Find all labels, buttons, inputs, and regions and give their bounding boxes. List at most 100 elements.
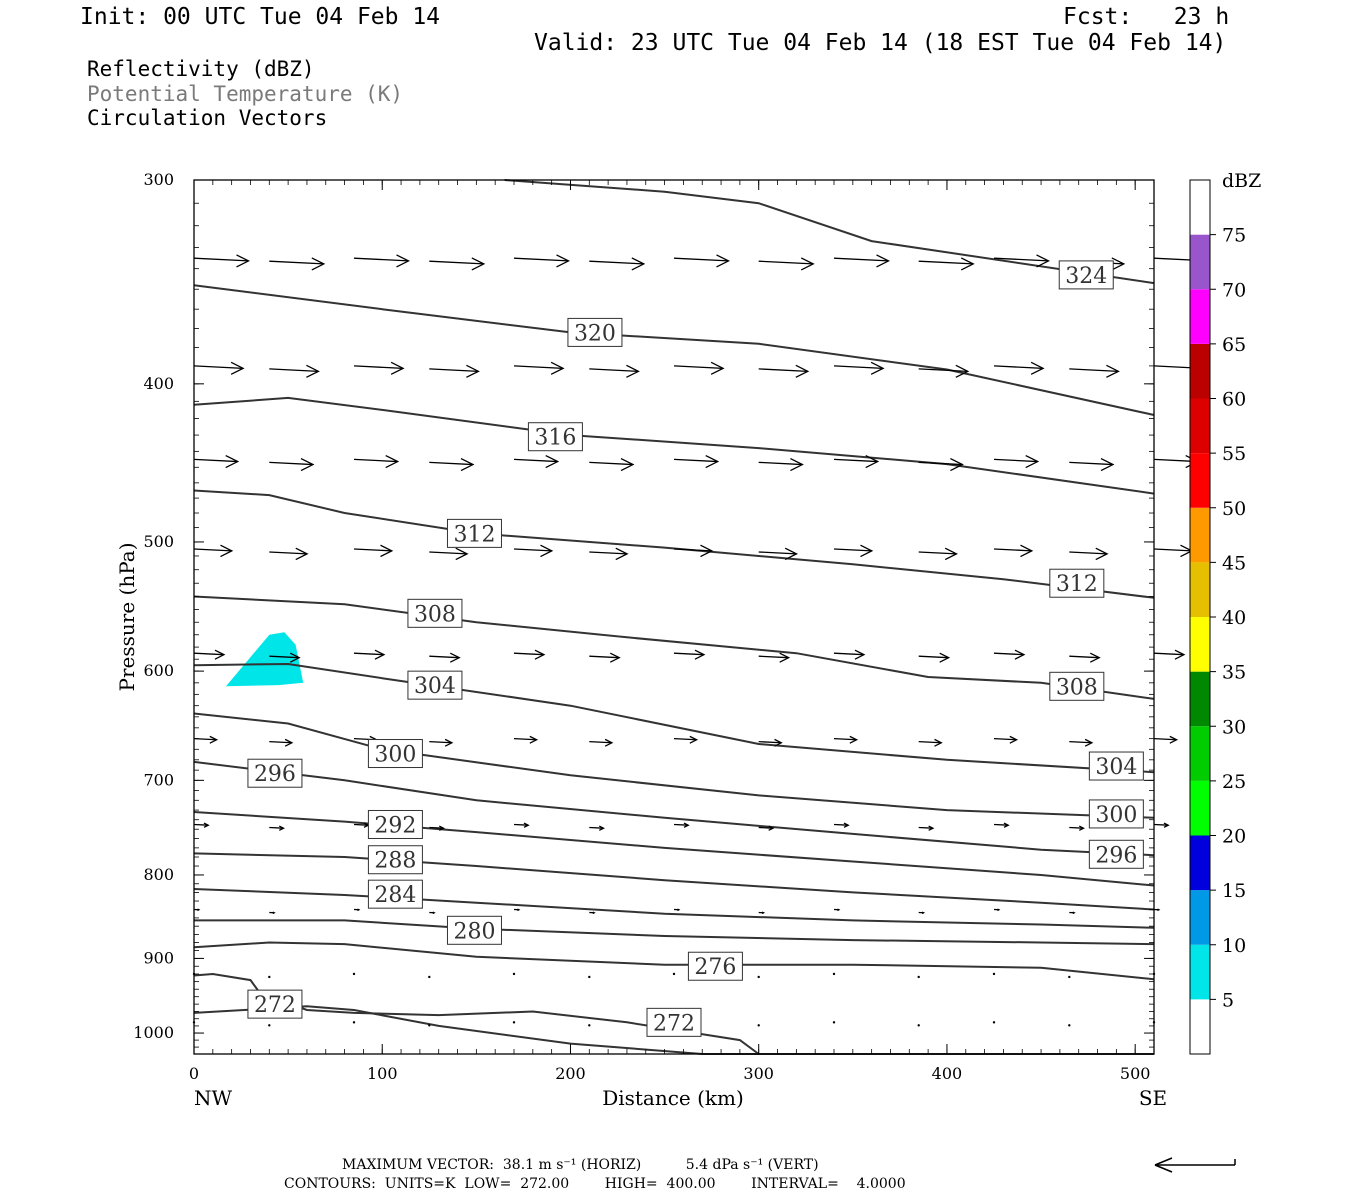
x-end-label-se: SE	[1139, 1086, 1167, 1110]
vector-shaft	[269, 551, 308, 555]
colorbar-level-label: 25	[1222, 771, 1246, 793]
contour-label-box	[1088, 751, 1144, 781]
legend-reflectivity: Reflectivity (dBZ)	[87, 57, 315, 81]
colorbar-segment	[1190, 726, 1210, 781]
y-tick-label: 600	[143, 661, 174, 680]
legend-potential-temperature: Potential Temperature (K)	[87, 82, 404, 106]
vector-head	[295, 547, 309, 561]
y-tick-label: 500	[143, 532, 174, 551]
vector-shaft	[833, 257, 889, 262]
contour-label-296: 296	[1095, 843, 1137, 868]
contour-label-box	[367, 879, 423, 909]
reflectivity-area-5-10	[226, 632, 304, 687]
vector-head	[854, 649, 866, 660]
vector-head	[774, 738, 783, 747]
vector-head	[620, 457, 635, 472]
vector-shaft	[269, 260, 324, 265]
vector-head	[225, 454, 240, 469]
vector-head	[689, 735, 699, 744]
vector-head	[598, 825, 605, 831]
vector-head	[779, 652, 791, 663]
contour-label-316: 316	[534, 426, 576, 451]
vector-head	[716, 254, 730, 268]
vector-shaft	[993, 548, 1032, 552]
vector-head	[540, 544, 554, 558]
vector-shaft	[353, 548, 392, 552]
vector-shaft	[833, 652, 864, 656]
contour-label-layer: 324 320 316 312 312 308 308 304 304 300 300 296 296 2…	[247, 260, 1144, 1037]
vector-shaft	[1153, 652, 1184, 656]
vector-head	[700, 544, 714, 558]
vector-head	[306, 364, 320, 378]
vector-shaft	[758, 461, 803, 466]
vector-head	[523, 822, 530, 828]
vector-shaft	[353, 823, 369, 826]
vector-shaft	[833, 738, 857, 741]
vector-shaft	[758, 741, 782, 744]
vector-shaft	[758, 551, 797, 555]
vector-head	[203, 822, 210, 828]
vector-head	[1014, 649, 1026, 660]
vector-head	[380, 544, 394, 558]
y-tick-label: 1000	[133, 1023, 174, 1042]
vector-dot	[428, 975, 431, 979]
vector-head	[471, 257, 486, 271]
vector-shaft	[269, 655, 300, 659]
contour-label-box	[1049, 671, 1105, 701]
y-tick-label: 400	[143, 374, 174, 393]
colorbar-level-label: 70	[1222, 279, 1246, 301]
vector-shaft	[429, 461, 474, 466]
vector-head	[870, 361, 885, 375]
theta-contour-288	[193, 852, 1155, 911]
vector-shaft	[513, 738, 537, 741]
vector-shaft	[993, 458, 1038, 463]
vector-dot	[588, 1024, 591, 1027]
contour-label-box	[367, 845, 423, 875]
vector-head	[960, 257, 975, 271]
vector-shaft	[269, 826, 284, 829]
theta-contour-284	[193, 888, 1155, 929]
vector-head	[444, 738, 454, 747]
vector-shaft	[269, 368, 319, 372]
vector-head	[1084, 738, 1094, 747]
vector-head	[529, 735, 539, 744]
vector-shaft	[1069, 461, 1114, 466]
vector-head	[950, 457, 964, 472]
vector-shaft	[193, 823, 209, 826]
vector-shaft	[993, 257, 1049, 262]
vector-shaft	[1069, 551, 1108, 555]
vector-dot	[512, 972, 516, 976]
axis-ticks: 0 100 200 300 400 500 300 400 500 600 700 800 900 100…	[133, 170, 1155, 1083]
vector-head	[1072, 911, 1076, 915]
colorbar-segment	[1190, 398, 1210, 454]
theta-contour-324	[504, 179, 1155, 285]
y-tick-label: 800	[143, 865, 174, 884]
vector-shaft	[1153, 738, 1177, 741]
vector-shaft	[758, 260, 814, 265]
vector-shaft	[918, 551, 957, 555]
vector-shaft	[193, 257, 249, 262]
contour-label-box	[567, 317, 623, 347]
vector-head	[230, 361, 245, 375]
colorbar-segment	[1190, 890, 1210, 945]
vector-dot	[832, 1021, 836, 1024]
vector-head	[517, 908, 521, 912]
vector-dot	[992, 1021, 996, 1024]
vector-dot	[917, 975, 920, 979]
vector-head	[631, 257, 646, 271]
vector-head	[1025, 454, 1040, 469]
vector-head	[209, 735, 219, 744]
vector-head	[876, 254, 890, 268]
vector-shaft	[1153, 823, 1169, 826]
theta-contour-312	[193, 489, 1155, 599]
vector-dot	[268, 1024, 271, 1027]
reflectivity-layer	[226, 632, 304, 687]
theta-contour-292	[193, 811, 1155, 887]
circulation-vector-layer	[192, 254, 1210, 1027]
vector-shaft	[429, 741, 452, 744]
vector-head	[944, 547, 958, 561]
vector-dot	[352, 972, 356, 976]
vector-shaft	[513, 257, 569, 262]
init-time: Init: 00 UTC Tue 04 Feb 14	[80, 4, 441, 30]
y-axis-title: Pressure (hPa)	[115, 543, 139, 692]
